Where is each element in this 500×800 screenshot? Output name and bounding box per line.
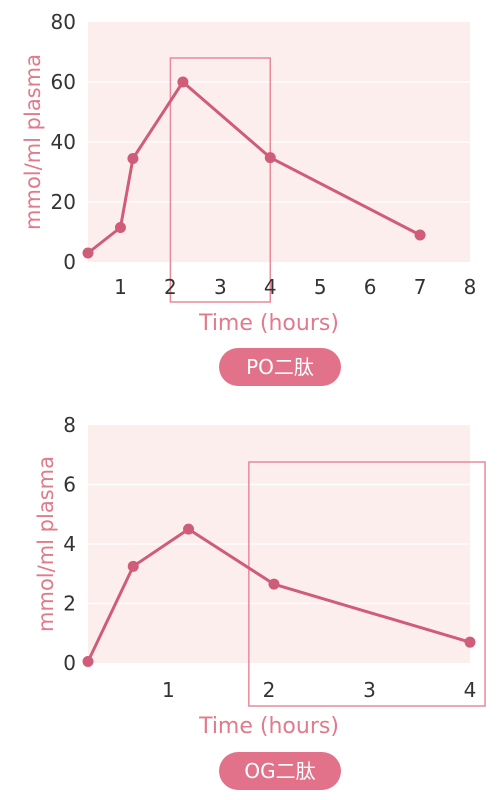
chart-1-series-line (87, 80, 421, 255)
chart-1-xtick-5: 6 (364, 275, 377, 299)
chart-1-ytick-1: 20 (51, 190, 76, 214)
chart-1-point-5 (264, 152, 276, 164)
chart-1-ytick-0: 0 (63, 250, 76, 274)
chart-1-xtick-3: 4 (264, 275, 277, 299)
chart-2-highlight-box (248, 461, 486, 707)
chart-2-ytick-4: 8 (63, 413, 76, 437)
chart-2-xtick-3: 4 (464, 678, 477, 702)
chart-2-ytick-2: 4 (63, 532, 76, 556)
chart-1-xtick-6: 7 (414, 275, 427, 299)
chart-2-xtick-2: 3 (363, 678, 376, 702)
chart-2-ytick-1: 2 (63, 592, 76, 616)
chart-1-xtick-4: 5 (314, 275, 327, 299)
chart-2-ylabel: mmol/ml plasma (34, 456, 58, 632)
chart-1-point-4 (177, 76, 189, 88)
chart-2-point-2 (127, 560, 139, 572)
chart-2-xtick-1: 2 (263, 678, 276, 702)
chart-2-ytick-0: 0 (63, 651, 76, 675)
chart-1-ylabel: mmol/ml plasma (21, 54, 45, 230)
chart-2-badge: OG二肽 (219, 752, 341, 790)
chart-2-point-1 (82, 656, 94, 668)
chart-1-point-6 (414, 229, 426, 241)
chart-1-ytick-4: 80 (51, 10, 76, 34)
chart-1-ytick-2: 40 (51, 130, 76, 154)
chart-1-xtick-0: 1 (114, 275, 127, 299)
chart-1-point-2 (114, 222, 126, 233)
chart-1-ytick-3: 60 (51, 70, 76, 94)
chart-2-point-3 (183, 523, 195, 535)
chart-1-xtick-7: 8 (464, 275, 477, 299)
chart-2-xtick-0: 1 (162, 678, 175, 702)
chart-1-highlight-box (169, 57, 272, 303)
chart-2-point-5 (464, 636, 476, 648)
chart-2-ytick-3: 6 (63, 473, 76, 497)
chart-1-point-3 (127, 153, 139, 164)
chart-2-xlabel: Time (hours) (198, 714, 339, 739)
chart-1-point-1 (82, 247, 94, 259)
chart-1-xlabel: Time (hours) (198, 311, 339, 336)
chart-1-xtick-1: 2 (164, 275, 177, 299)
chart-1-badge: PO二肽 (219, 348, 341, 386)
chart-1-xtick-2: 3 (214, 275, 227, 299)
chart-2-point-4 (268, 578, 280, 590)
